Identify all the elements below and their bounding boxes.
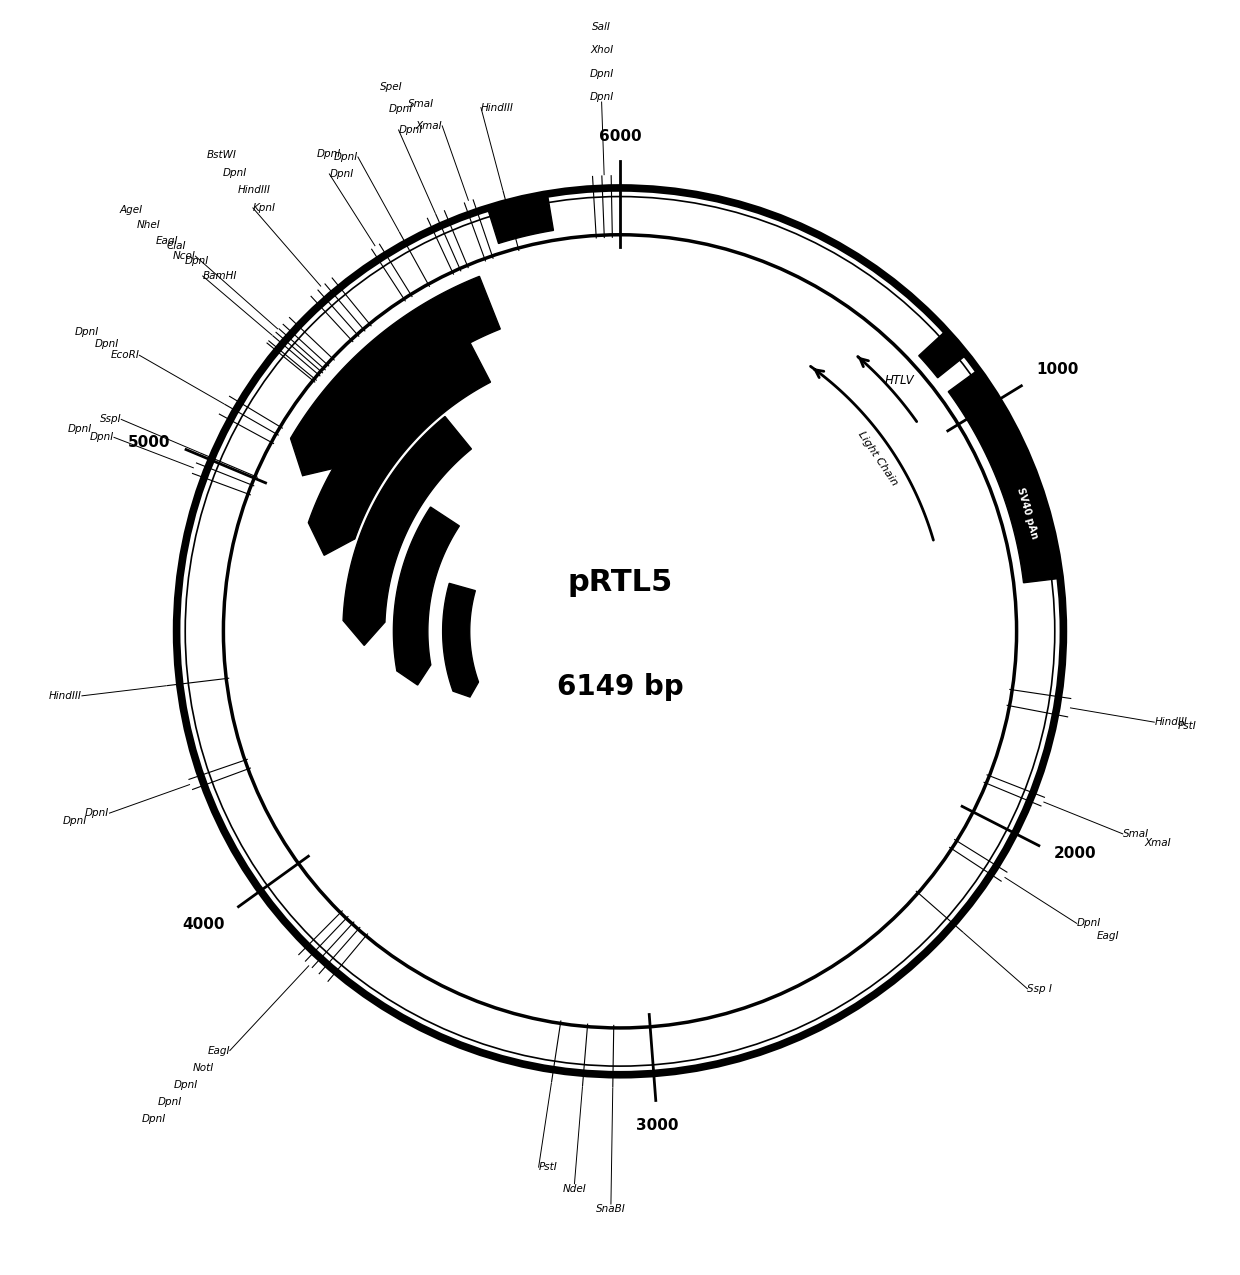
Polygon shape <box>343 417 471 622</box>
Polygon shape <box>453 682 479 697</box>
Polygon shape <box>290 439 340 476</box>
Polygon shape <box>987 441 1058 583</box>
Text: DpnI: DpnI <box>316 149 341 159</box>
Text: SnaBI: SnaBI <box>596 1204 626 1214</box>
Text: SV40 pAn: SV40 pAn <box>1014 486 1039 539</box>
Text: 1000: 1000 <box>1037 362 1079 377</box>
Text: NheI: NheI <box>136 221 160 231</box>
Text: SmaI: SmaI <box>408 99 434 108</box>
Text: DpnI: DpnI <box>68 425 92 434</box>
Text: XhoI: XhoI <box>590 45 613 55</box>
Polygon shape <box>309 338 491 539</box>
Text: 5000: 5000 <box>128 435 170 450</box>
Text: 6149 bp: 6149 bp <box>557 673 683 701</box>
Text: SmaI: SmaI <box>1122 829 1148 839</box>
Text: DpnI: DpnI <box>389 103 413 113</box>
Text: EagI: EagI <box>1096 931 1118 941</box>
Polygon shape <box>309 523 355 556</box>
Text: pRTL5: pRTL5 <box>568 567 672 597</box>
Text: DpnI: DpnI <box>94 339 119 348</box>
Text: DpnI: DpnI <box>1076 918 1101 928</box>
Text: HindIII: HindIII <box>238 185 270 195</box>
Text: Ssp I: Ssp I <box>1028 984 1053 993</box>
Text: NcoI: NcoI <box>172 251 196 261</box>
Text: KpnI: KpnI <box>253 203 277 213</box>
Polygon shape <box>397 664 430 685</box>
Polygon shape <box>949 371 1018 455</box>
Text: HindIII: HindIII <box>50 691 82 701</box>
Text: DpnI: DpnI <box>589 69 614 79</box>
Text: 4000: 4000 <box>182 917 224 932</box>
Text: SspI: SspI <box>99 414 122 425</box>
Text: EagI: EagI <box>155 236 177 246</box>
Text: DpnI: DpnI <box>330 170 353 179</box>
Text: DpnI: DpnI <box>157 1096 182 1107</box>
Polygon shape <box>290 277 500 467</box>
Text: PstI: PstI <box>538 1162 557 1172</box>
Text: DpnI: DpnI <box>334 152 358 162</box>
Text: 6000: 6000 <box>599 129 641 144</box>
Text: DpnI: DpnI <box>74 326 99 337</box>
Text: SpeI: SpeI <box>379 82 402 92</box>
Text: DpnI: DpnI <box>174 1080 198 1090</box>
Polygon shape <box>919 333 965 377</box>
Text: HindIII: HindIII <box>1154 717 1187 727</box>
Polygon shape <box>443 584 479 691</box>
Text: XmaI: XmaI <box>1145 838 1171 848</box>
Text: NdeI: NdeI <box>563 1183 587 1193</box>
Text: AgeI: AgeI <box>120 205 143 214</box>
Text: DpnI: DpnI <box>222 167 247 177</box>
Text: BamHI: BamHI <box>202 272 237 280</box>
Text: DpnI: DpnI <box>398 125 423 135</box>
Text: HindIII: HindIII <box>481 102 513 112</box>
Text: XmaI: XmaI <box>415 121 443 131</box>
Text: HTLV: HTLV <box>884 374 914 386</box>
Text: BstWI: BstWI <box>207 150 237 159</box>
Text: PstI: PstI <box>1177 722 1197 731</box>
Polygon shape <box>489 196 553 244</box>
Text: EcoRI: EcoRI <box>110 351 139 361</box>
Polygon shape <box>393 507 459 671</box>
Text: DpnI: DpnI <box>185 256 210 266</box>
Text: DpnI: DpnI <box>589 92 614 102</box>
Text: 3000: 3000 <box>636 1118 678 1132</box>
Text: DpnI: DpnI <box>141 1114 166 1125</box>
Text: Light Chain: Light Chain <box>857 430 900 488</box>
Text: SalI: SalI <box>593 22 611 32</box>
Text: DpnI: DpnI <box>89 432 114 442</box>
Text: NotI: NotI <box>192 1063 213 1072</box>
Text: DpnI: DpnI <box>63 816 87 826</box>
Text: DpnI: DpnI <box>86 808 109 819</box>
Text: EagI: EagI <box>207 1046 229 1056</box>
Text: ClaI: ClaI <box>167 241 186 251</box>
Text: 2000: 2000 <box>1054 847 1097 861</box>
Polygon shape <box>343 621 384 645</box>
